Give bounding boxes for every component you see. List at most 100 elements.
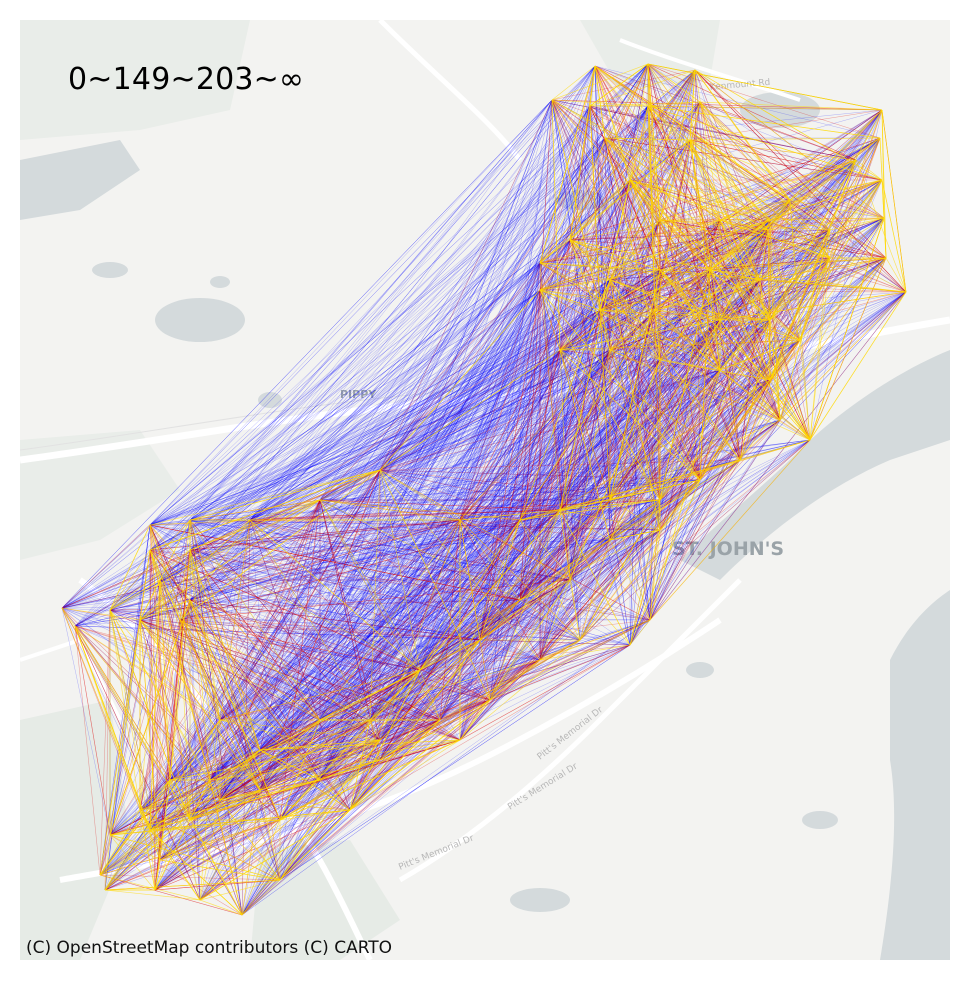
network-edge (189, 519, 581, 641)
network-edge (189, 519, 661, 531)
network-edge (109, 609, 351, 811)
network-edge (369, 219, 771, 721)
network-edge (189, 319, 721, 821)
network-edge (249, 349, 611, 521)
network-edge (189, 669, 421, 821)
network-edge (319, 179, 631, 721)
network-edge (319, 291, 907, 721)
network-edge (189, 137, 881, 551)
network-edge (569, 379, 771, 581)
network-edge (104, 109, 883, 891)
network-edge (551, 99, 857, 161)
network-edge (149, 291, 907, 526)
network-edge (149, 479, 701, 526)
network-edge (189, 519, 321, 781)
network-edge (139, 359, 661, 811)
network-edge (369, 349, 561, 721)
network-edge (74, 479, 701, 627)
network-edge (189, 519, 481, 641)
network-edge (279, 105, 591, 881)
network-edge (369, 269, 661, 721)
network-edge (459, 229, 769, 521)
network-edge (489, 217, 885, 701)
network-edge (149, 524, 421, 671)
network-edge (139, 217, 885, 811)
network-edge (179, 419, 781, 621)
network-edge (159, 579, 481, 641)
network-edge (604, 137, 885, 219)
network-edge (459, 439, 811, 521)
network-edge (189, 639, 581, 821)
network-edge (369, 309, 601, 721)
network-edge (479, 369, 721, 641)
network-edge (647, 63, 831, 259)
network-edge (709, 109, 883, 271)
road (398, 578, 742, 883)
network-edge (189, 137, 606, 601)
network-edge (149, 229, 831, 526)
network-edge (379, 359, 661, 741)
network-edge (259, 349, 561, 791)
network-edge (109, 519, 251, 836)
network-edge (479, 139, 691, 641)
network-edge (139, 257, 831, 811)
network-edge (189, 519, 261, 791)
network-edge (241, 479, 701, 916)
network-edge (249, 137, 881, 521)
map-canvas[interactable]: ST. JOHN'S PIPPY Pitt's Memorial Dr Pitt… (20, 20, 950, 960)
network-edge (489, 262, 541, 701)
network-edge (179, 619, 441, 721)
network-edge (109, 469, 381, 836)
network-edge (249, 105, 649, 521)
network-edge (379, 479, 701, 761)
network-edge (154, 279, 761, 891)
network-edge (74, 519, 521, 627)
network-edge (99, 137, 606, 876)
network-edge (199, 262, 541, 901)
network-edge (209, 529, 661, 781)
network-edge (189, 137, 606, 821)
network-edge (609, 279, 651, 621)
network-edge (219, 262, 541, 801)
network-edge (149, 229, 769, 551)
lake (155, 298, 245, 342)
network-edge (189, 349, 611, 601)
network-edge (159, 257, 887, 861)
network-edge (379, 63, 649, 761)
network-edge (379, 279, 761, 761)
network-edge (189, 269, 661, 521)
network-edge (189, 105, 649, 821)
network-edge (99, 779, 321, 876)
network-edge (241, 519, 461, 916)
network-edge (279, 257, 887, 881)
network-edge (74, 319, 721, 627)
network-edge (419, 309, 601, 671)
network-edge (629, 419, 781, 646)
network-edge (149, 137, 606, 551)
network-edge (249, 439, 811, 521)
network-edge (99, 719, 321, 876)
network-edge (539, 369, 721, 661)
network-edge (149, 219, 661, 526)
network-edge (379, 199, 791, 761)
network-edge (319, 257, 887, 501)
map-frame[interactable]: ST. JOHN'S PIPPY Pitt's Memorial Dr Pitt… (20, 20, 950, 960)
network-edge (139, 69, 696, 811)
network-edge (259, 499, 321, 751)
network-edge (379, 179, 883, 761)
network-edge (259, 63, 649, 791)
network-edge (189, 269, 661, 601)
network-edge (189, 239, 571, 521)
network-edge (519, 349, 611, 601)
network-edge (169, 349, 561, 781)
network-edge (279, 359, 661, 881)
network-edge (149, 291, 907, 831)
network-edge (189, 137, 606, 601)
network-edge (61, 289, 541, 609)
network-edge (259, 65, 596, 791)
network-edge (219, 69, 696, 721)
network-edge (319, 349, 561, 721)
network-edge (74, 625, 481, 641)
lake (258, 392, 282, 408)
network-edge (179, 279, 611, 621)
